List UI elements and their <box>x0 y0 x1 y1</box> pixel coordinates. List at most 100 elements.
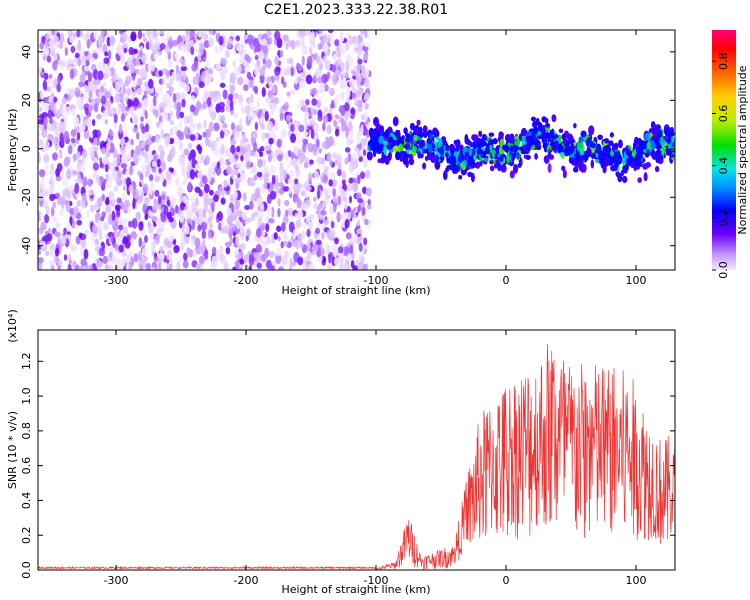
spectrogram-cell <box>197 170 203 178</box>
spectrogram-cell <box>667 148 672 156</box>
spectrogram-cell <box>281 255 288 266</box>
spectrogram-cell <box>230 122 235 131</box>
spectrogram-cell <box>205 76 209 83</box>
spectrogram-cell <box>256 200 261 207</box>
spectrogram-cell <box>67 263 72 270</box>
spectrogram-cell <box>234 199 240 210</box>
spectrogram-cell <box>307 142 314 153</box>
spectrogram-cell <box>345 73 349 79</box>
spectrogram-cell <box>361 206 366 216</box>
spectrogram-cell <box>320 246 325 257</box>
spectrogram-cell <box>49 174 53 183</box>
spectrogram-cell <box>301 142 307 153</box>
spectrogram-cell <box>350 108 356 115</box>
spectrogram-cell <box>217 222 222 231</box>
spectrogram-cell <box>116 106 122 116</box>
spectrogram-cell <box>118 244 124 253</box>
spectrogram-cell <box>189 122 196 130</box>
spectrogram-cell <box>349 57 354 68</box>
spectrogram-cell <box>210 105 215 112</box>
spectrogram-cell <box>551 114 556 120</box>
spectrogram-cell <box>299 36 303 47</box>
spectrogram-cell <box>160 150 165 158</box>
spectrogram-cell <box>299 200 306 211</box>
spectrogram-cell <box>152 31 159 38</box>
spectrogram-cell <box>249 149 256 157</box>
spectrogram-cell <box>140 138 145 149</box>
spectrogram-cell <box>89 264 94 270</box>
spectrogram-cell <box>159 172 165 183</box>
spectrogram-cell <box>95 257 101 269</box>
spectrogram-cell <box>636 165 640 170</box>
spectrogram-cell <box>104 163 109 173</box>
spectrogram-cell <box>578 136 584 142</box>
spectrogram-cell <box>541 136 548 145</box>
spectrogram-cell <box>321 231 325 240</box>
spectrogram-cell <box>253 174 258 181</box>
spectrogram-cell <box>152 266 156 270</box>
spectrogram-cell <box>408 158 415 165</box>
spectrogram-cell <box>97 35 102 47</box>
spectrogram-cell <box>336 70 341 77</box>
spectrogram-cell <box>597 134 603 140</box>
spectrogram-cell <box>80 57 84 67</box>
spectrogram-cell <box>311 143 319 152</box>
spectrogram-cell <box>279 187 284 195</box>
spectrogram-cell <box>103 156 109 165</box>
spectrogram-cell <box>204 249 209 260</box>
spectrogram-cell <box>269 130 276 138</box>
spectrogram-cell <box>289 57 294 66</box>
spectrogram-cell <box>262 63 267 70</box>
spectrogram-cell <box>125 253 132 264</box>
spectrogram-cell <box>498 131 504 139</box>
spectrogram-cell <box>312 42 316 49</box>
spectrogram-cell <box>48 73 53 80</box>
spectrogram-cell <box>336 169 342 177</box>
spectrogram-cell <box>318 147 323 154</box>
spectrogram-cell <box>191 63 198 72</box>
spectrogram-cell <box>139 172 144 181</box>
spectrogram-cell <box>341 121 347 131</box>
spectrogram-cell <box>332 202 337 213</box>
spectrogram-cell <box>272 151 277 158</box>
spectrogram-cell <box>615 171 620 177</box>
spectrogram-cell <box>356 63 363 71</box>
spectrogram-cell <box>91 224 98 234</box>
spectrogram-cell <box>352 79 357 85</box>
spectrogram-cell <box>604 157 610 166</box>
spectrogram-cell <box>52 136 57 146</box>
spectrogram-cell <box>240 230 245 241</box>
spectrogram-cell <box>119 144 126 155</box>
spectrogram-cell <box>235 253 242 260</box>
spectrogram-cell <box>289 170 295 177</box>
spectrogram-cell <box>105 180 112 189</box>
spectrogram-cell <box>178 155 185 167</box>
spectrogram-cell <box>169 86 174 93</box>
spectrogram-cell <box>338 254 345 264</box>
spectrogram-cell <box>111 210 116 222</box>
spectrogram-cell <box>208 121 214 132</box>
spectrogram-cell <box>302 104 308 113</box>
spectrogram-cell <box>244 104 251 116</box>
spectrogram-cell <box>139 264 144 270</box>
spectrogram-cell <box>283 186 290 192</box>
spectrogram-cell <box>78 96 84 107</box>
spectrogram-cell <box>136 87 143 96</box>
spectrogram-cell <box>656 141 661 151</box>
spectrogram-cell <box>217 210 223 222</box>
spectrogram-cell <box>41 128 48 139</box>
spectrogram-cell <box>329 230 334 242</box>
spectrogram-cell <box>127 56 132 66</box>
spectrogram-cell <box>165 170 172 181</box>
spectrogram-cell <box>111 170 118 180</box>
spectrogram-cell <box>182 260 189 269</box>
spectrogram-cell <box>346 97 350 104</box>
spectrogram-cell <box>251 111 257 119</box>
spectrogram-cell <box>279 167 285 177</box>
spectrogram-cell <box>354 42 359 49</box>
spectrogram-cell <box>166 30 170 40</box>
spectrogram-cell <box>112 254 116 265</box>
spectrogram-cell <box>345 42 350 52</box>
spectrogram-cell <box>387 136 394 143</box>
